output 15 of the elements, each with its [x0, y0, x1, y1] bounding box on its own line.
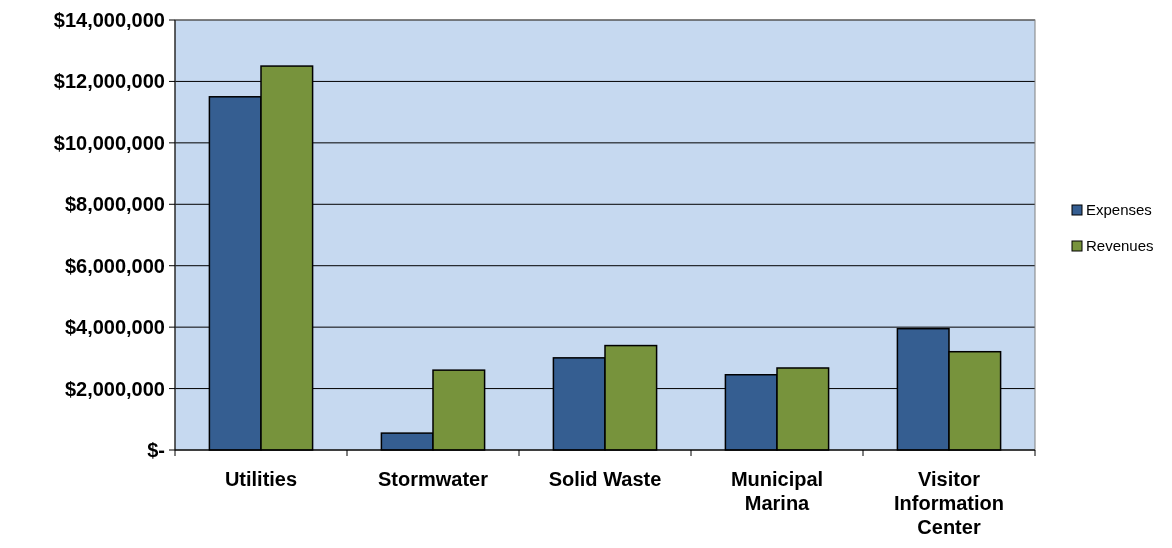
y-tick-label: $8,000,000	[64, 193, 165, 216]
x-tick-label: Stormwater	[377, 468, 489, 490]
x-tick-label: Municipal Marina	[730, 468, 824, 514]
y-tick-label: $10,000,000	[53, 131, 165, 154]
legend-label: Expenses	[1086, 201, 1152, 219]
y-tick-label: $2,000,000	[64, 377, 165, 400]
y-tick-label: $14,000,000	[53, 9, 165, 31]
y-tick-label: $6,000,000	[64, 254, 165, 277]
y-tick-label: $4,000,000	[64, 316, 165, 339]
legend-label: Revenues	[1086, 237, 1154, 255]
x-tick-label: Visitor Information Center	[894, 468, 1004, 538]
x-tick-label: Solid Waste	[548, 468, 662, 490]
x-tick-label: Utilities	[224, 468, 298, 490]
y-tick-label: $-	[147, 439, 165, 461]
y-tick-label: $12,000,000	[53, 70, 165, 93]
